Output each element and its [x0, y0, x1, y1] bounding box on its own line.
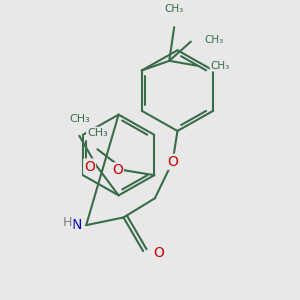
- Text: O: O: [167, 155, 178, 169]
- Text: CH₃: CH₃: [69, 114, 90, 124]
- Text: O: O: [153, 246, 164, 260]
- Text: CH₃: CH₃: [205, 35, 224, 45]
- Text: O: O: [112, 164, 123, 177]
- Text: O: O: [84, 160, 95, 173]
- Text: N: N: [72, 218, 82, 232]
- Text: CH₃: CH₃: [211, 61, 230, 70]
- Text: H: H: [63, 215, 73, 229]
- Text: CH₃: CH₃: [164, 4, 184, 14]
- Text: CH₃: CH₃: [87, 128, 108, 138]
